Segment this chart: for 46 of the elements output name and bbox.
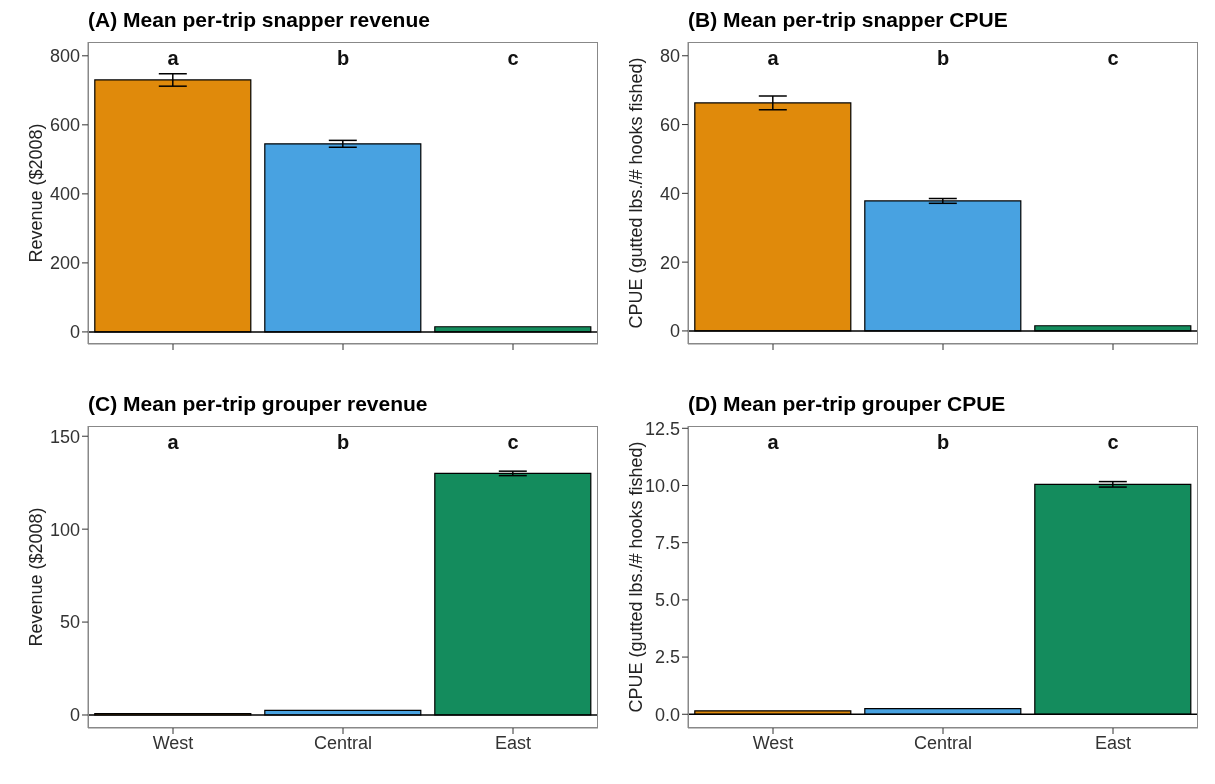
y-tick-label: 60 — [659, 114, 680, 135]
x-tick-label: West — [752, 732, 794, 753]
annotation: c — [1107, 47, 1119, 70]
annotation: c — [1107, 431, 1119, 454]
y-tick-label: 12.5 — [644, 418, 680, 439]
annotation: a — [767, 431, 780, 454]
y-tick-label: 5.0 — [654, 590, 680, 611]
y-axis-title: CPUE (gutted lbs./# hooks fished) — [626, 441, 647, 713]
annotation: b — [936, 47, 950, 70]
y-tick-label: 10.0 — [644, 475, 680, 496]
annotation: a — [767, 47, 780, 70]
x-tick-label: West — [152, 732, 194, 753]
y-tick-label: 0.0 — [654, 704, 680, 725]
annotation: b — [936, 431, 950, 454]
chart-title: (C) Mean per-trip grouper revenue — [87, 392, 429, 417]
y-tick-label: 0 — [669, 321, 680, 342]
x-tick-label: Central — [913, 732, 973, 753]
annotation: b — [336, 431, 350, 454]
chart-title: (D) Mean per-trip grouper CPUE — [687, 392, 1007, 417]
y-axis-title: Revenue ($2008) — [26, 123, 47, 263]
y-tick-label: 800 — [49, 46, 80, 67]
y-tick-label: 2.5 — [654, 647, 680, 668]
annotation: a — [167, 431, 180, 454]
y-tick-label: 200 — [49, 253, 80, 274]
y-axis-title: CPUE (gutted lbs./# hooks fished) — [626, 57, 647, 329]
annotation: c — [507, 47, 519, 70]
x-tick-label: Central — [313, 732, 373, 753]
y-tick-label: 600 — [49, 115, 80, 136]
y-tick-label: 7.5 — [654, 533, 680, 554]
y-tick-label: 50 — [59, 612, 80, 633]
chart-title: (B) Mean per-trip snapper CPUE — [687, 8, 1009, 33]
annotation: b — [336, 47, 350, 70]
y-tick-label: 150 — [49, 426, 80, 447]
y-tick-label: 20 — [659, 252, 680, 273]
y-tick-label: 400 — [49, 184, 80, 205]
annotation: a — [167, 47, 180, 70]
x-tick-label: East — [1094, 732, 1132, 753]
y-tick-label: 80 — [659, 46, 680, 67]
y-axis-title: Revenue ($2008) — [26, 507, 47, 647]
chart-title: (A) Mean per-trip snapper revenue — [87, 8, 431, 33]
x-tick-label: East — [494, 732, 532, 753]
y-tick-label: 100 — [49, 519, 80, 540]
y-tick-label: 0 — [69, 322, 80, 343]
annotation: c — [507, 431, 519, 454]
y-tick-label: 0 — [69, 705, 80, 726]
y-tick-label: 40 — [659, 183, 680, 204]
